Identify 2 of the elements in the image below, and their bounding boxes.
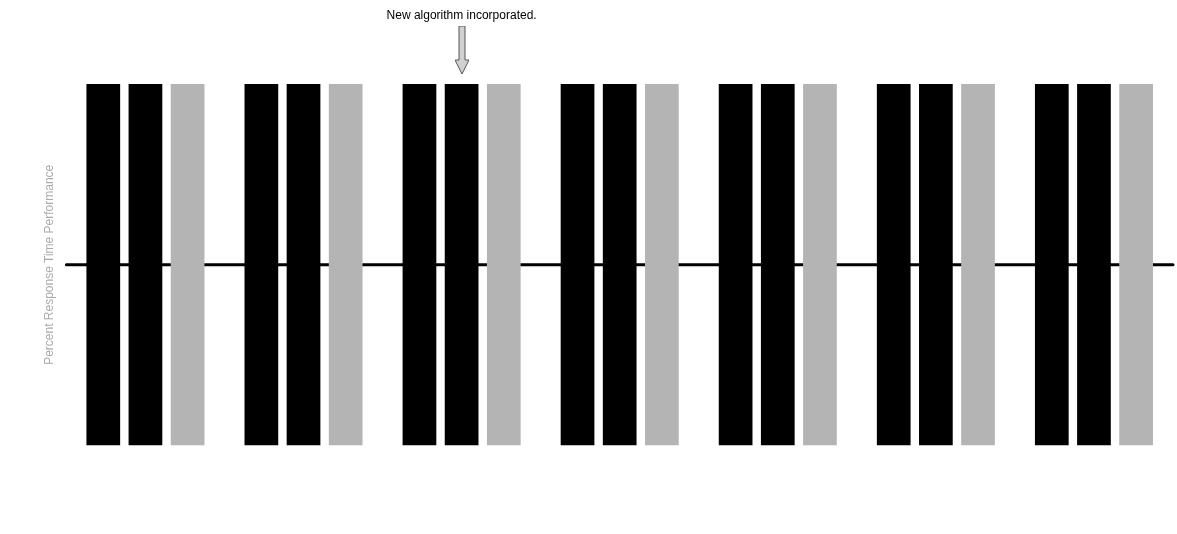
text: New algorithm incorporated. (386, 8, 537, 22)
y-axis-title: Percent Response Time Performance (41, 164, 56, 365)
